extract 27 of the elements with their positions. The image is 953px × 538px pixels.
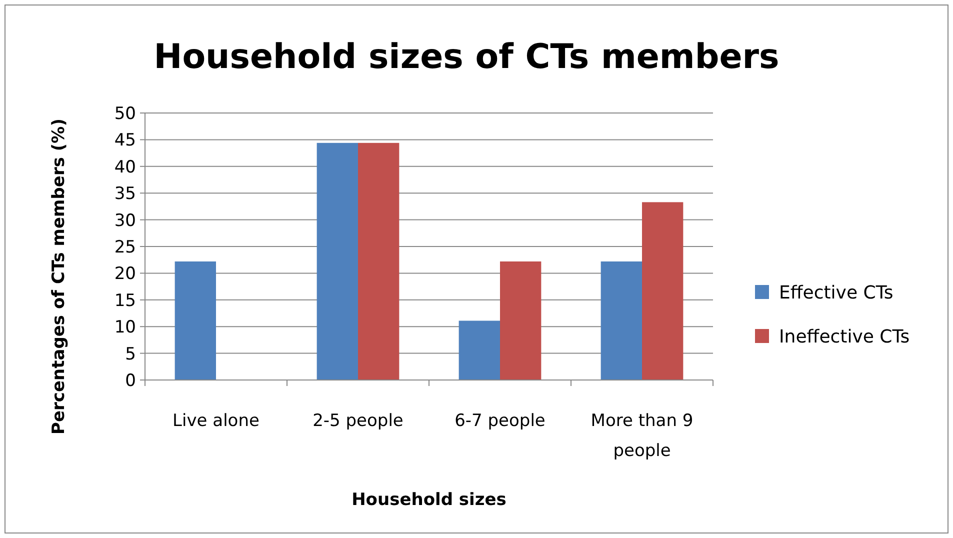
bar [600, 261, 642, 380]
bar [500, 261, 542, 380]
y-tick-label: 50 [114, 104, 136, 124]
bar [458, 320, 500, 380]
y-tick-label: 20 [114, 264, 136, 284]
bar [174, 261, 216, 380]
y-tick-label: 30 [114, 210, 136, 231]
y-tick-label: 15 [114, 290, 136, 311]
y-tick-label: 10 [114, 318, 136, 338]
y-tick-label: 45 [114, 130, 136, 151]
bar [316, 142, 358, 380]
y-tick-label: 35 [114, 184, 136, 204]
x-tick-label: Live alone [172, 411, 260, 431]
y-tick-label: 40 [114, 157, 136, 178]
x-tick-label: 6-7 people [454, 411, 546, 431]
x-axis-title: Household sizes [352, 490, 506, 510]
bar [358, 142, 400, 380]
bar [642, 202, 684, 380]
y-tick-label: 5 [125, 344, 136, 364]
legend-label: Ineffective CTs [779, 326, 910, 348]
x-tick-label: More than 9 people [590, 411, 694, 461]
y-tick-label: 25 [114, 237, 136, 258]
y-tick-label: 0 [125, 370, 136, 391]
legend-label: Effective CTs [779, 282, 894, 304]
x-tick-label: 2-5 people [312, 411, 404, 431]
y-axis-title: Percentages of CTs members (%) [49, 118, 69, 434]
chart-title: Household sizes of CTs members [154, 37, 780, 77]
